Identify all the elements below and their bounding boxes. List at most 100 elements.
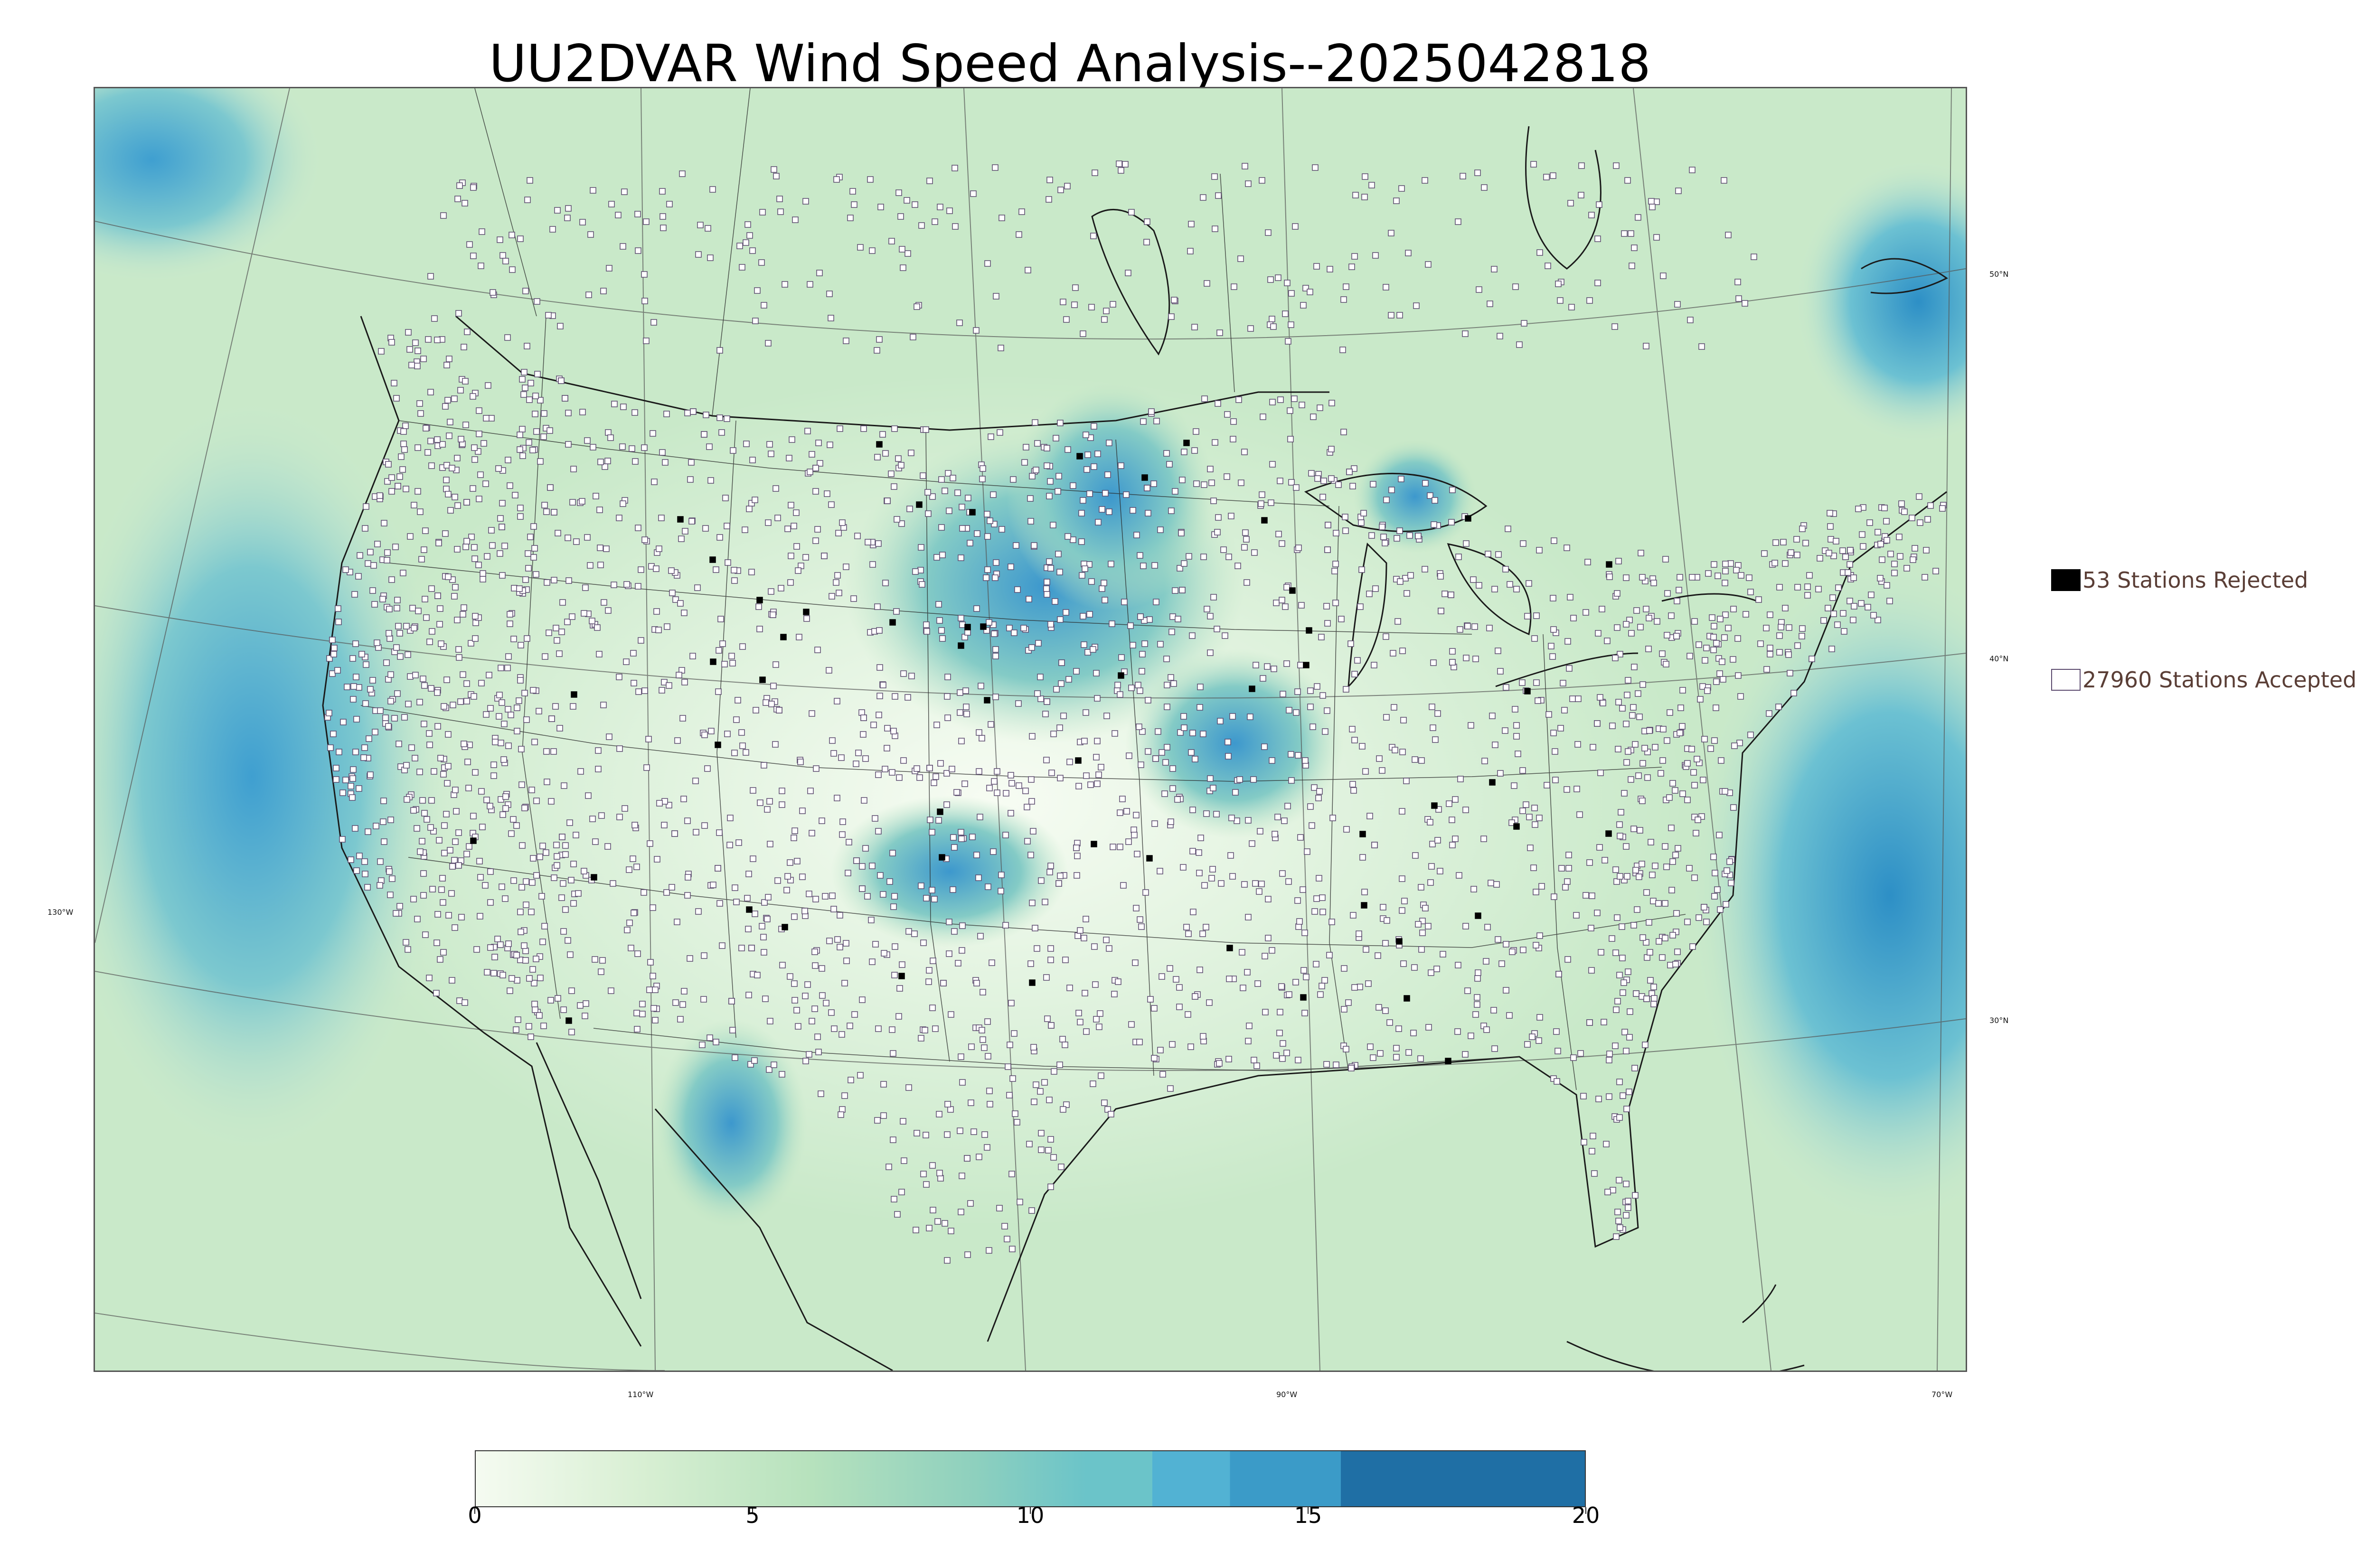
station-accepted [1644,774,1651,781]
station-accepted [1614,914,1620,921]
station-accepted [1261,743,1268,750]
station-accepted [631,409,638,416]
station-accepted [1395,1025,1402,1032]
station-rejected [898,973,905,979]
station-accepted [363,503,369,510]
station-accepted [350,696,357,703]
station-accepted [1281,817,1288,824]
station-accepted [437,605,443,612]
station-accepted [706,443,713,450]
station-accepted [1212,439,1218,446]
station-accepted [1410,1030,1417,1036]
station-accepted [1586,1019,1593,1026]
station-accepted [507,987,513,994]
station-accepted [1200,1033,1206,1040]
map-panel[interactable] [94,87,1967,1372]
station-accepted [1295,752,1301,759]
station-accepted [479,824,486,830]
station-accepted [1448,519,1455,526]
station-accepted [439,875,446,882]
station-accepted [499,252,506,259]
station-accepted [1763,666,1770,673]
station-accepted [499,699,505,706]
station-accepted [1523,801,1529,808]
station-accepted [1241,881,1248,888]
station-accepted [1639,574,1646,581]
station-accepted [1440,951,1446,958]
station-accepted [1427,819,1433,826]
station-accepted [335,619,342,625]
station-accepted [385,461,392,468]
station-accepted [367,549,374,555]
station-accepted [1120,882,1127,889]
station-accepted [1502,727,1508,734]
station-accepted [1201,882,1208,889]
legend-rejected-swatch [2051,569,2081,591]
station-accepted [833,579,839,586]
station-accepted [1071,301,1078,308]
station-accepted [1152,755,1159,762]
station-accepted [330,651,337,657]
station-accepted [1588,925,1594,931]
station-accepted [1614,998,1621,1005]
station-accepted [1229,873,1236,880]
station-accepted [685,874,691,881]
station-accepted [926,967,933,974]
station-accepted [1508,819,1515,826]
wind-field-light-interior [309,373,1686,1228]
station-accepted [607,434,614,441]
station-accepted [923,1181,930,1188]
station-accepted [377,858,384,865]
station-accepted [1258,881,1265,887]
station-accepted [865,539,871,545]
station-accepted [455,862,462,869]
station-accepted [1696,641,1702,648]
station-accepted [1280,691,1286,697]
station-accepted [1055,473,1062,479]
station-accepted [1169,765,1176,772]
station-accepted [923,895,930,901]
station-accepted [681,610,688,616]
station-accepted [483,711,490,718]
station-accepted [1241,449,1248,455]
station-accepted [482,882,489,889]
station-accepted [964,629,971,636]
station-accepted [1606,1093,1612,1100]
station-accepted [1674,598,1680,604]
station-accepted [1647,977,1654,984]
station-accepted [1252,880,1259,887]
station-accepted [837,425,843,432]
station-accepted [360,754,367,761]
station-accepted [523,901,529,908]
station-accepted [1133,905,1140,911]
station-accepted [1713,704,1719,711]
station-accepted [1037,674,1044,680]
station-accepted [573,538,580,545]
canada-province-1 [1220,173,1235,393]
station-accepted [779,788,785,794]
station-accepted [819,992,826,999]
station-accepted [933,722,940,728]
station-accepted [1716,670,1723,677]
station-accepted [448,890,455,897]
station-accepted [1664,737,1670,744]
station-accepted [438,640,444,647]
legend-accepted-label: 27960 Stations Accepted [2082,667,2357,693]
station-accepted [1401,898,1408,904]
station-accepted [1891,570,1898,576]
station-accepted [1343,283,1349,290]
station-accepted [561,782,567,789]
station-accepted [1733,567,1740,573]
station-accepted [672,596,679,603]
station-accepted [434,436,441,443]
station-accepted [425,336,432,343]
station-accepted [1639,861,1645,867]
station-accepted [1128,1021,1135,1028]
station-accepted [524,197,531,203]
station-accepted [838,1031,845,1038]
station-accepted [701,732,708,738]
station-accepted [1117,691,1123,698]
colorbar-tick [1030,1507,1031,1514]
station-accepted [364,884,371,891]
station-accepted [594,624,601,631]
